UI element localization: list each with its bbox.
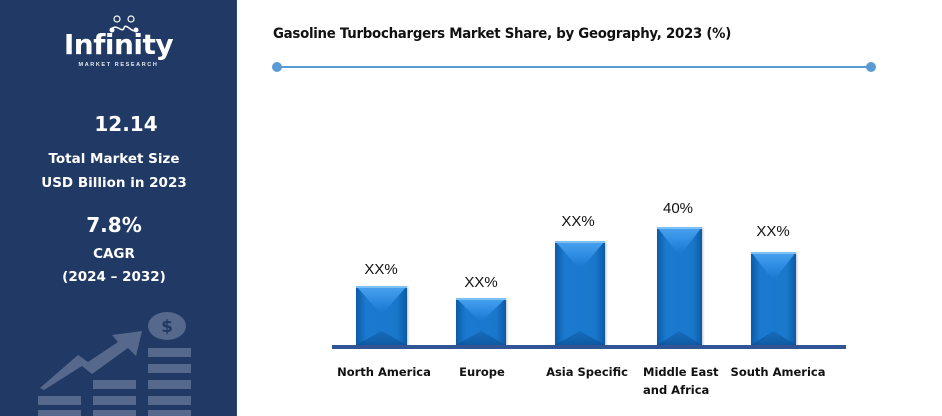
brand-name: Infinity	[63, 28, 174, 61]
market-size-label-1: Total Market Size	[48, 151, 180, 167]
cagr-label: CAGR	[93, 246, 135, 262]
x-axis-baseline	[332, 345, 846, 349]
bar-label-south-america: XX%	[756, 223, 790, 240]
category-europe: Europe	[459, 365, 505, 379]
bar-asia-specific	[555, 241, 605, 345]
bar-label-asia-specific: XX%	[561, 213, 595, 230]
category-middle-east-africa: Middle East and Africa	[643, 363, 753, 399]
cagr-value: 7.8%	[86, 213, 142, 237]
bar-middle-east-africa	[657, 227, 702, 345]
chart-title: Gasoline Turbochargers Market Share, by …	[273, 26, 732, 42]
infinity-people-icon	[109, 15, 139, 33]
bar-label-north-america: XX%	[364, 261, 398, 278]
brand-tagline: MARKET RESEARCH	[78, 62, 159, 68]
category-middle-east-africa-line1: Middle East	[643, 365, 719, 379]
growth-chart-dollar-icon: $	[38, 312, 191, 416]
bar-europe	[456, 298, 506, 345]
bar-label-middle-east-africa: 40%	[662, 200, 694, 217]
bar-label-europe: XX%	[464, 274, 498, 291]
bar-south-america	[751, 252, 796, 345]
market-size-label-2: USD Billion in 2023	[41, 175, 187, 191]
category-south-america: South America	[730, 365, 826, 379]
category-middle-east-africa-line2: and Africa	[643, 383, 710, 397]
category-north-america: North America	[337, 365, 431, 379]
title-divider	[272, 62, 878, 72]
category-asia-specific: Asia Specific	[546, 365, 628, 379]
market-size-value: 12.14	[94, 112, 158, 136]
bar-north-america	[356, 286, 407, 345]
svg-text:$: $	[161, 317, 173, 337]
cagr-period: (2024 – 2032)	[62, 269, 166, 285]
summary-sidebar: Infinity MARKET RESEARCH 12.14 Total Mar…	[0, 0, 237, 416]
